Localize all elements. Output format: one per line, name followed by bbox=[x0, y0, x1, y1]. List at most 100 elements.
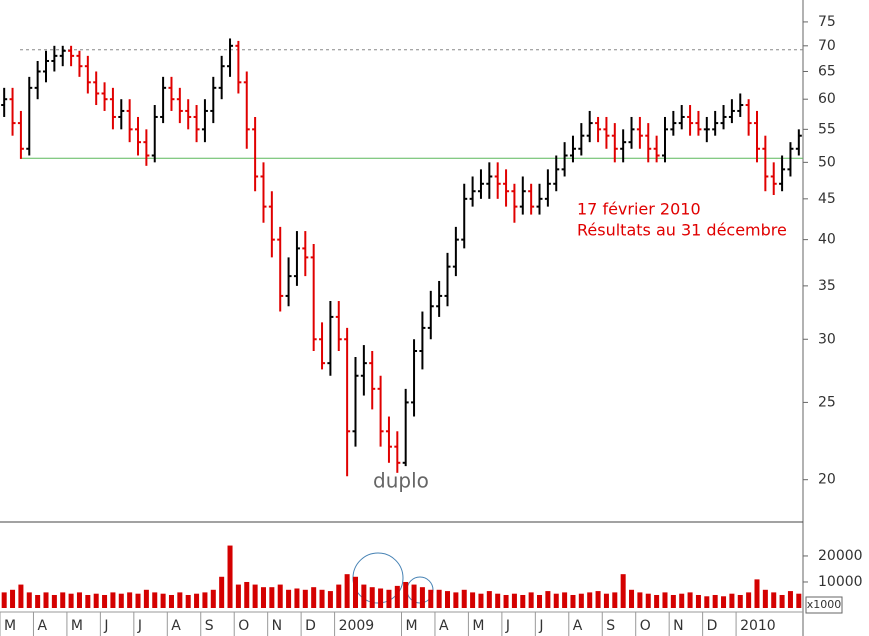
volume-bar bbox=[43, 592, 49, 608]
volume-bar bbox=[612, 592, 618, 608]
volume-bar bbox=[93, 593, 99, 608]
volume-bar bbox=[378, 588, 384, 608]
x-tick-label: D bbox=[707, 618, 718, 634]
volume-bar bbox=[386, 589, 392, 608]
volume-bar bbox=[687, 592, 693, 608]
volume-bar bbox=[394, 585, 400, 608]
volume-bar bbox=[202, 592, 208, 608]
volume-bar bbox=[695, 594, 701, 608]
y-tick-label: 75 bbox=[818, 14, 836, 30]
volume-bar bbox=[51, 594, 57, 608]
volume-bar bbox=[570, 594, 576, 608]
volume-bar bbox=[344, 574, 350, 608]
volume-bar bbox=[361, 584, 367, 608]
volume-bar bbox=[18, 584, 24, 608]
volume-bar bbox=[102, 594, 108, 608]
volume-bar bbox=[302, 589, 308, 608]
annotation: Résultats au 31 décembre bbox=[577, 221, 787, 240]
y-tick-label: 60 bbox=[818, 91, 836, 107]
volume-bar bbox=[219, 576, 225, 608]
volume-bar bbox=[110, 592, 116, 608]
volume-bar bbox=[10, 589, 16, 608]
volume-bar bbox=[160, 593, 166, 608]
volume-bar bbox=[227, 545, 233, 608]
volume-bar bbox=[562, 592, 568, 608]
volume-bar bbox=[662, 592, 668, 608]
volume-bar bbox=[319, 589, 325, 608]
volume-bar bbox=[352, 576, 359, 608]
volume-bar bbox=[68, 593, 74, 608]
x-tick-label: 2009 bbox=[339, 618, 375, 634]
volume-bar bbox=[286, 589, 292, 608]
volume-bar bbox=[453, 592, 459, 608]
volume-bar bbox=[645, 593, 651, 608]
volume-bar bbox=[419, 587, 425, 608]
volume-bar bbox=[537, 594, 543, 608]
x-tick-label: M bbox=[472, 618, 484, 634]
volume-bar bbox=[729, 593, 735, 608]
y-tick-label: 65 bbox=[818, 63, 836, 79]
volume-bar bbox=[252, 584, 258, 608]
annotation: duplo bbox=[373, 469, 429, 493]
y-tick-label: 20 bbox=[818, 472, 836, 488]
volume-bar bbox=[704, 596, 710, 608]
x-tick-label: J bbox=[137, 618, 142, 634]
volume-bar bbox=[76, 592, 82, 608]
x-tick-label: O bbox=[238, 618, 249, 634]
volume-bar bbox=[520, 594, 526, 608]
volume-bar bbox=[620, 574, 626, 608]
volume-bar bbox=[118, 593, 124, 608]
volume-bar bbox=[528, 592, 534, 608]
x-tick-label: O bbox=[640, 618, 651, 634]
volume-bar bbox=[470, 592, 476, 608]
volume-unit: x1000 bbox=[807, 598, 842, 611]
volume-bar bbox=[210, 589, 216, 608]
x-tick-label: 2010 bbox=[740, 618, 776, 634]
volume-bar bbox=[670, 594, 676, 608]
volume-bar bbox=[135, 593, 141, 608]
x-tick-label: J bbox=[103, 618, 108, 634]
volume-bar bbox=[511, 593, 517, 608]
volume-bar bbox=[762, 589, 768, 608]
volume-bar bbox=[603, 593, 609, 608]
x-tick-label: A bbox=[439, 618, 449, 634]
y-tick-label: 30 bbox=[818, 331, 836, 347]
volume-bar bbox=[244, 581, 250, 608]
volume-bar bbox=[461, 589, 467, 608]
volume-bar bbox=[327, 591, 333, 608]
volume-bar bbox=[737, 594, 743, 608]
x-tick-label: D bbox=[305, 618, 316, 634]
volume-bar bbox=[26, 592, 32, 608]
x-tick-label: N bbox=[673, 618, 683, 634]
volume-bar bbox=[311, 587, 317, 608]
volume-bar bbox=[578, 593, 584, 608]
volume-bar bbox=[503, 594, 509, 608]
y-tick-label: 45 bbox=[818, 191, 836, 207]
y-tick-label: 55 bbox=[818, 121, 836, 137]
x-tick-label: N bbox=[272, 618, 282, 634]
volume-bar bbox=[177, 592, 183, 608]
volume-bar bbox=[771, 592, 777, 608]
volume-bar bbox=[787, 591, 793, 608]
volume-bar bbox=[595, 591, 601, 608]
volume-bar bbox=[545, 591, 551, 608]
volume-bar bbox=[495, 593, 501, 608]
y-tick-label: 35 bbox=[818, 278, 836, 294]
volume-bar bbox=[152, 592, 158, 608]
x-tick-label: S bbox=[205, 618, 214, 634]
volume-bar bbox=[746, 592, 752, 608]
x-tick-label: S bbox=[606, 618, 615, 634]
x-tick-label: M bbox=[71, 618, 83, 634]
volume-bar bbox=[127, 592, 133, 608]
volume-bar bbox=[277, 584, 283, 608]
annotation: 17 février 2010 bbox=[577, 200, 701, 219]
x-tick-label: J bbox=[505, 618, 510, 634]
volume-bar bbox=[436, 589, 442, 608]
y-tick-label: 50 bbox=[818, 154, 836, 170]
volume-bar bbox=[779, 594, 785, 608]
volume-bar bbox=[369, 587, 375, 608]
volume-bar bbox=[587, 592, 593, 608]
volume-bar bbox=[754, 579, 760, 608]
